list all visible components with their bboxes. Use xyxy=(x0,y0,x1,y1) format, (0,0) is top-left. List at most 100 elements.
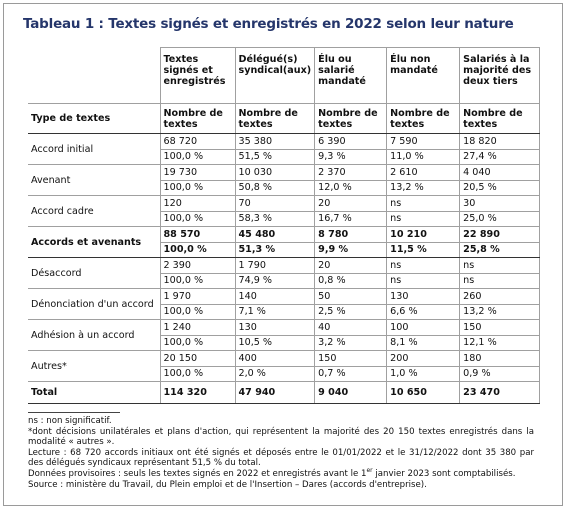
table-cell: 12,0 % xyxy=(314,179,388,196)
frame xyxy=(3,3,563,506)
data-row: 100,0 % 51,5 % 9,3 % 11,0 % 27,4 % xyxy=(28,148,541,165)
table-cell: 260 xyxy=(459,288,541,305)
table-cell: Élu non mandaté xyxy=(386,47,461,104)
table-cell: 100,0 % xyxy=(159,210,236,227)
table-cell: 100,0 % xyxy=(159,179,236,196)
table-cell: 10,5 % xyxy=(234,334,316,351)
superscript: er xyxy=(366,467,373,475)
table-cell: Salariés à la majorité des deux tiers xyxy=(459,47,541,104)
data-row: 100,0 % 10,5 % 3,2 % 8,1 % 12,1 % xyxy=(28,334,541,351)
table-cell: 68 720 xyxy=(159,133,236,150)
table-cell: Nombre de textes xyxy=(386,103,461,134)
table-cell: 2,0 % xyxy=(234,365,316,382)
table-cell: 100,0 % xyxy=(159,303,236,320)
data-row: 100,0 % 74,9 % 0,8 % ns ns xyxy=(28,272,541,289)
table-cell: 180 xyxy=(459,350,541,367)
table-cell: 23 470 xyxy=(459,381,541,404)
table-cell: 20 xyxy=(314,195,388,212)
header-row: Textes signés et enregistrés Délégué(s) s… xyxy=(28,47,541,104)
table-cell: 25,8 % xyxy=(459,241,541,258)
table-cell: 20,5 % xyxy=(459,179,541,196)
table-cell: 22 890 xyxy=(459,226,541,243)
table-cell: 74,9 % xyxy=(234,272,316,289)
note: Données provisoires : seuls les textes s… xyxy=(28,467,534,480)
table-cell: 47 940 xyxy=(234,381,316,404)
table-cell: 0,8 % xyxy=(314,272,388,289)
table-cell: ns xyxy=(386,195,461,212)
table-cell: 3,2 % xyxy=(314,334,388,351)
data-row: 100,0 % 7,1 % 2,5 % 6,6 % 13,2 % xyxy=(28,303,541,320)
table-cell: 16,7 % xyxy=(314,210,388,227)
table-cell: Nombre de textes xyxy=(234,103,316,134)
table-cell: Avenant xyxy=(28,164,161,196)
table-cell: Total xyxy=(28,381,161,404)
table-cell: 9,3 % xyxy=(314,148,388,165)
table-cell: 58,3 % xyxy=(234,210,316,227)
table-cell: Désaccord xyxy=(28,257,161,289)
table-cell: 27,4 % xyxy=(459,148,541,165)
table-cell: 114 320 xyxy=(159,381,236,404)
data-row: Autres* 20 150 400 150 200 180 xyxy=(28,350,541,382)
table-cell: 1,0 % xyxy=(386,365,461,382)
table-cell: 130 xyxy=(386,288,461,305)
table-cell: 13,2 % xyxy=(459,303,541,320)
table-cell: 6,6 % xyxy=(386,303,461,320)
table-cell: Nombre de textes xyxy=(459,103,541,134)
table-cell: 40 xyxy=(314,319,388,336)
table-cell: Élu ou salarié mandaté xyxy=(314,47,388,104)
table-cell: 100,0 % xyxy=(159,334,236,351)
table-cell: 120 xyxy=(159,195,236,212)
table-cell: 150 xyxy=(314,350,388,367)
data-row: Avenant 19 730 10 030 2 370 2 610 4 040 xyxy=(28,164,541,196)
table-cell: 25,0 % xyxy=(459,210,541,227)
note-text: Données provisoires : seuls les textes s… xyxy=(28,468,367,479)
data-row: Désaccord 2 390 1 790 20 ns ns xyxy=(28,257,541,289)
table-cell: 2 610 xyxy=(386,164,461,181)
table: Textes signés et enregistrés Délégué(s) s… xyxy=(28,47,541,404)
table-cell: Textes signés et enregistrés xyxy=(159,47,236,104)
table-cell: Type de textes xyxy=(28,103,161,134)
table-cell: ns xyxy=(459,257,541,274)
data-row: 100,0 % 2,0 % 0,7 % 1,0 % 0,9 % xyxy=(28,365,541,382)
table-cell: 51,5 % xyxy=(234,148,316,165)
notes: ns : non significatif. *dont décisions u… xyxy=(28,416,534,490)
table-cell xyxy=(28,47,161,104)
total-row: Total 114 320 47 940 9 040 10 650 23 470 xyxy=(28,381,541,404)
note: *dont décisions unilatérales et plans d'… xyxy=(28,426,534,448)
table-cell: Nombre de textes xyxy=(159,103,236,134)
table-cell: ns xyxy=(386,272,461,289)
table-cell: 6 390 xyxy=(314,133,388,150)
table-cell: Dénonciation d'un accord xyxy=(28,288,161,320)
table-cell: 10 210 xyxy=(386,226,461,243)
table-cell: 13,2 % xyxy=(386,179,461,196)
table-cell: 50,8 % xyxy=(234,179,316,196)
table-cell: 100,0 % xyxy=(159,241,236,258)
table-cell: 70 xyxy=(234,195,316,212)
table-cell: 51,3 % xyxy=(234,241,316,258)
table-cell: 2,5 % xyxy=(314,303,388,320)
data-row: Accords et avenants 88 570 45 480 8 780 10 2… xyxy=(28,226,541,258)
table-cell: 35 380 xyxy=(234,133,316,150)
table-cell: 20 xyxy=(314,257,388,274)
table-cell: Délégué(s) syndical(aux) xyxy=(234,47,316,104)
data-row: Accord cadre 120 70 20 ns 30 xyxy=(28,195,541,227)
table-cell: Accords et avenants xyxy=(28,226,161,258)
table-cell: 11,0 % xyxy=(386,148,461,165)
table-cell: 12,1 % xyxy=(459,334,541,351)
table-cell: 140 xyxy=(234,288,316,305)
table-cell: 7,1 % xyxy=(234,303,316,320)
note: Lecture : 68 720 accords initiaux ont ét… xyxy=(28,447,534,469)
table-title: Tableau 1 : Textes signés et enregistrés… xyxy=(23,16,514,32)
table-cell: 1 790 xyxy=(234,257,316,274)
data-row: Adhésion à un accord 1 240 130 40 100 150 xyxy=(28,319,541,351)
note-text: janvier 2023 sont comptabilisés. xyxy=(372,468,516,479)
table-cell: 7 590 xyxy=(386,133,461,150)
table-cell: 20 150 xyxy=(159,350,236,367)
table-cell: 10 030 xyxy=(234,164,316,181)
subheader-row: Type de textes Nombre de textes Nombre de … xyxy=(28,103,541,134)
table-cell: 130 xyxy=(234,319,316,336)
table-cell: Autres* xyxy=(28,350,161,382)
table-cell: 9 040 xyxy=(314,381,388,404)
table-cell: ns xyxy=(459,272,541,289)
